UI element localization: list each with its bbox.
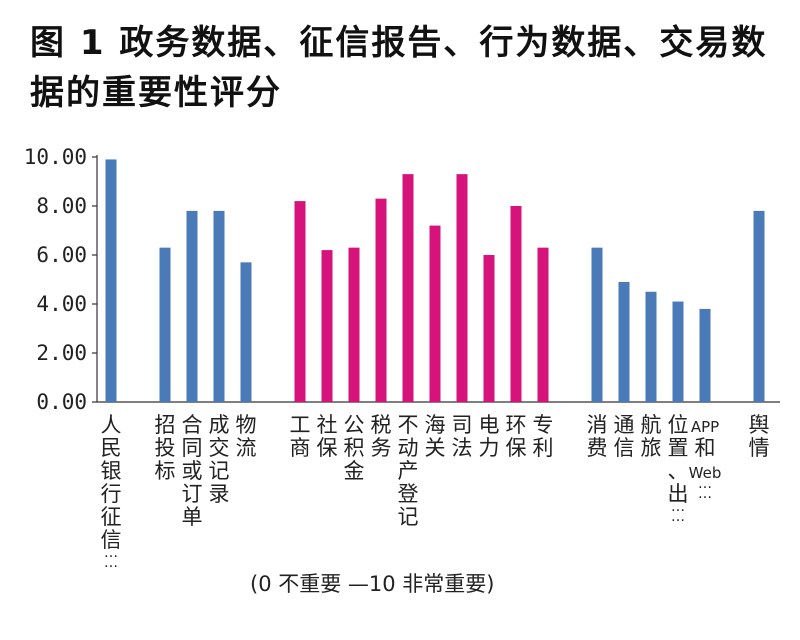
- category-label: 通信: [614, 413, 635, 460]
- category-label: 专利: [533, 413, 554, 460]
- bar: [402, 174, 414, 402]
- category-label: 税务: [371, 413, 392, 460]
- bar: [672, 301, 684, 402]
- bar: [591, 247, 603, 402]
- x-tick-labels: 人民银行征信… … 招投标合同或订单成交记录物流工商社保公积金税务不动产登记海关司法…: [101, 413, 770, 571]
- bar: [294, 201, 306, 402]
- category-label: 人民银行征信……: [101, 413, 122, 571]
- category-label: 不动产登记: [398, 413, 419, 529]
- y-tick-label: 8.00: [36, 194, 87, 218]
- category-label: 海关: [425, 413, 446, 460]
- category-label: 社保: [317, 413, 338, 460]
- y-tick-label: 10.00: [24, 145, 87, 169]
- y-tick-label: 0.00: [36, 390, 87, 414]
- bar: [510, 206, 522, 402]
- bar: [240, 262, 252, 402]
- bar: [213, 210, 225, 402]
- category-label: 合同或订单: [182, 413, 203, 529]
- bar: [105, 159, 117, 402]
- bar: [348, 247, 360, 402]
- category-label: 工商: [290, 413, 311, 460]
- category-label: 物流: [236, 413, 257, 460]
- category-label: 成交记录: [209, 413, 230, 506]
- category-label: 消费: [587, 413, 608, 460]
- category-label: APP 和 Web……: [689, 418, 722, 502]
- category-label: 环保: [506, 413, 527, 460]
- bar: [321, 250, 333, 402]
- category-label: 位置、出……: [668, 413, 689, 525]
- bar: [483, 255, 495, 402]
- chart-title: 图 1 政务数据、征信报告、行为数据、交易数据的重要性评分: [30, 23, 768, 113]
- y-tick-label: 2.00: [36, 341, 87, 365]
- bar: [699, 308, 711, 402]
- bar: [375, 198, 387, 402]
- bar: [645, 291, 657, 402]
- bar: [186, 210, 198, 402]
- category-label: 航旅: [641, 413, 662, 460]
- bar: [537, 247, 549, 402]
- y-tick-label: 4.00: [36, 292, 87, 316]
- bar: [753, 210, 765, 402]
- y-tick-labels: 0.00 2.00 4.00 6.00 8.00 10.00: [24, 145, 87, 414]
- category-label: 司法: [452, 413, 473, 460]
- category-label: 公积金: [344, 413, 365, 483]
- bar: [456, 174, 468, 402]
- bar: [429, 225, 441, 402]
- bar: [159, 247, 171, 402]
- bar: [618, 281, 630, 402]
- category-label: 招投标: [155, 413, 176, 483]
- y-tick-label: 6.00: [36, 243, 87, 267]
- category-label: 电力: [479, 413, 500, 460]
- category-label: 舆情: [749, 413, 770, 460]
- bars: [105, 159, 765, 402]
- scale-note: (0 不重要 —10 非常重要): [250, 572, 495, 596]
